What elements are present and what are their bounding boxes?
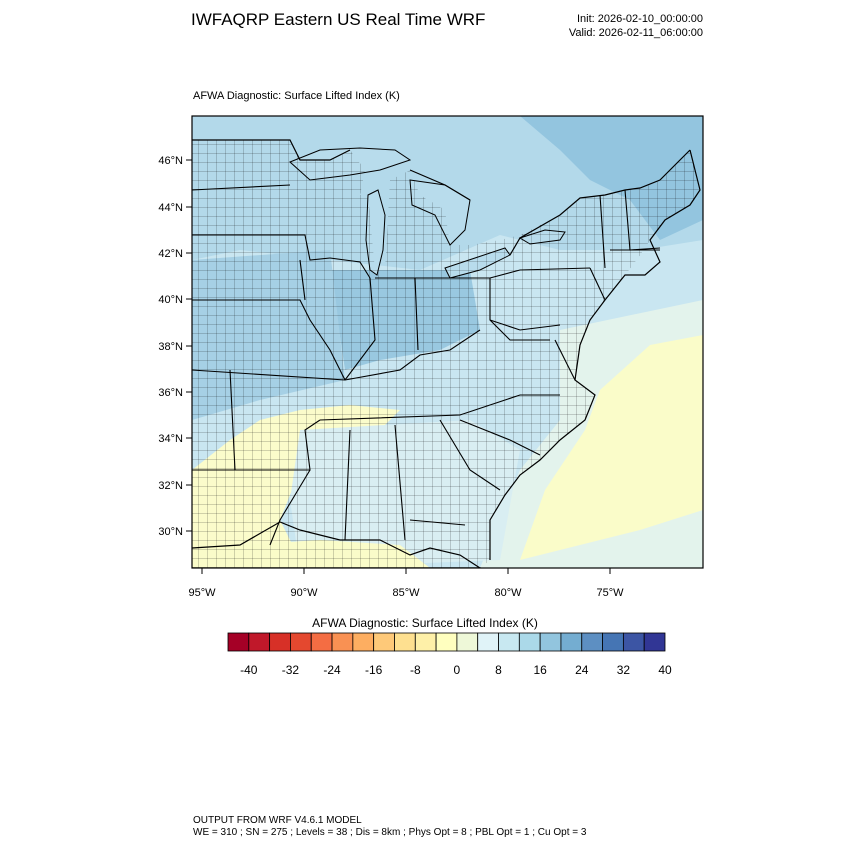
field-west-mid (192, 250, 345, 420)
lat-label: 40°N (158, 294, 183, 306)
colorbar-title: AFWA Diagnostic: Surface Lifted Index (K… (312, 616, 538, 630)
lon-label: 90°W (290, 587, 318, 599)
lat-label: 44°N (158, 202, 183, 214)
us-coastline (192, 149, 701, 568)
lon-label: 85°W (392, 587, 420, 599)
valid-time: Valid: 2026-02-11_06:00:00 (568, 27, 703, 39)
lake-michigan (365, 189, 386, 276)
lon-label: 75°W (596, 587, 624, 599)
lake-erie (444, 247, 511, 279)
field-north-band (192, 116, 703, 270)
colorbar-swatch (331, 632, 354, 652)
state-borders (192, 184, 661, 546)
init-time: Init: 2026-02-10_00:00:00 (577, 13, 703, 25)
us-land (192, 140, 700, 568)
colorbar-swatch (560, 632, 583, 652)
colorbar-label: 40 (658, 663, 672, 677)
colorbar-label: 16 (533, 663, 547, 677)
lon-labels: 95°W 90°W 85°W 80°W 75°W (188, 587, 624, 599)
colorbar-swatch (456, 632, 479, 652)
colorbar-label: 0 (454, 663, 461, 677)
field-deep-ne (520, 116, 703, 240)
main-title: IWFAQRP Eastern US Real Time WRF (191, 10, 486, 29)
colorbar-swatch (518, 632, 541, 652)
colorbar-labels: -40 -32 -24 -16 -8 0 8 16 24 32 40 (240, 663, 672, 677)
field-gulf-yellow (192, 540, 430, 568)
footer-model: OUTPUT FROM WRF V4.6.1 MODEL (193, 815, 362, 826)
colorbar-label: -40 (240, 663, 258, 677)
lat-label: 30°N (158, 526, 183, 538)
colorbar-label: -16 (365, 663, 383, 677)
colorbar-swatch (435, 632, 458, 652)
field-ocean-pale (480, 300, 703, 568)
map-frame (191, 115, 704, 569)
map-panel (192, 116, 703, 568)
colorbar-label: -24 (323, 663, 341, 677)
field-title: AFWA Diagnostic: Surface Lifted Index (K… (193, 90, 400, 102)
colorbar-label: 8 (495, 663, 502, 677)
lat-ticks (186, 159, 192, 532)
lat-labels: 46°N 44°N 42°N 40°N 38°N 36°N 34°N 32°N 30°N (158, 155, 183, 538)
colorbar-swatch (373, 632, 395, 652)
colorbar-swatch (394, 632, 416, 652)
lake-superior (289, 147, 412, 181)
lon-ticks (201, 568, 611, 574)
lon-label: 95°W (188, 587, 216, 599)
colorbar-swatch (539, 632, 562, 652)
colorbar-swatch (622, 632, 645, 652)
colorbar-swatch (643, 632, 666, 652)
lake-ontario (518, 229, 566, 245)
lat-label: 42°N (158, 248, 183, 260)
canada-border (192, 139, 691, 256)
field-ocean-yellow (520, 335, 703, 560)
colorbar-label: -32 (282, 663, 300, 677)
field-south-yellow (192, 405, 400, 568)
lake-huron (409, 179, 471, 246)
colorbar-swatch (581, 632, 603, 652)
colorbar-swatch (269, 632, 291, 652)
colorbar-swatch (248, 632, 271, 652)
colorbar-label: -8 (410, 663, 421, 677)
lat-label: 34°N (158, 433, 183, 445)
colorbar-swatch (414, 632, 437, 652)
colorbar-swatch (352, 632, 375, 652)
lat-label: 32°N (158, 480, 183, 492)
field-ohio-deep (330, 270, 480, 370)
colorbar (227, 632, 666, 652)
field-bg (192, 116, 703, 568)
lat-label: 46°N (158, 155, 183, 167)
colorbar-swatch (310, 632, 333, 652)
lon-label: 80°W (494, 587, 522, 599)
lat-label: 38°N (158, 341, 183, 353)
colorbar-swatch (477, 632, 499, 652)
field-se-pale (290, 420, 520, 568)
colorbar-label: 32 (617, 663, 631, 677)
colorbar-swatch (227, 632, 250, 652)
colorbar-swatch (290, 632, 312, 652)
colorbar-swatch (498, 632, 520, 652)
footer-config: WE = 310 ; SN = 275 ; Levels = 38 ; Dis … (193, 827, 587, 838)
colorbar-label: 24 (575, 663, 589, 677)
colorbar-swatch (602, 632, 624, 652)
lat-label: 36°N (158, 387, 183, 399)
